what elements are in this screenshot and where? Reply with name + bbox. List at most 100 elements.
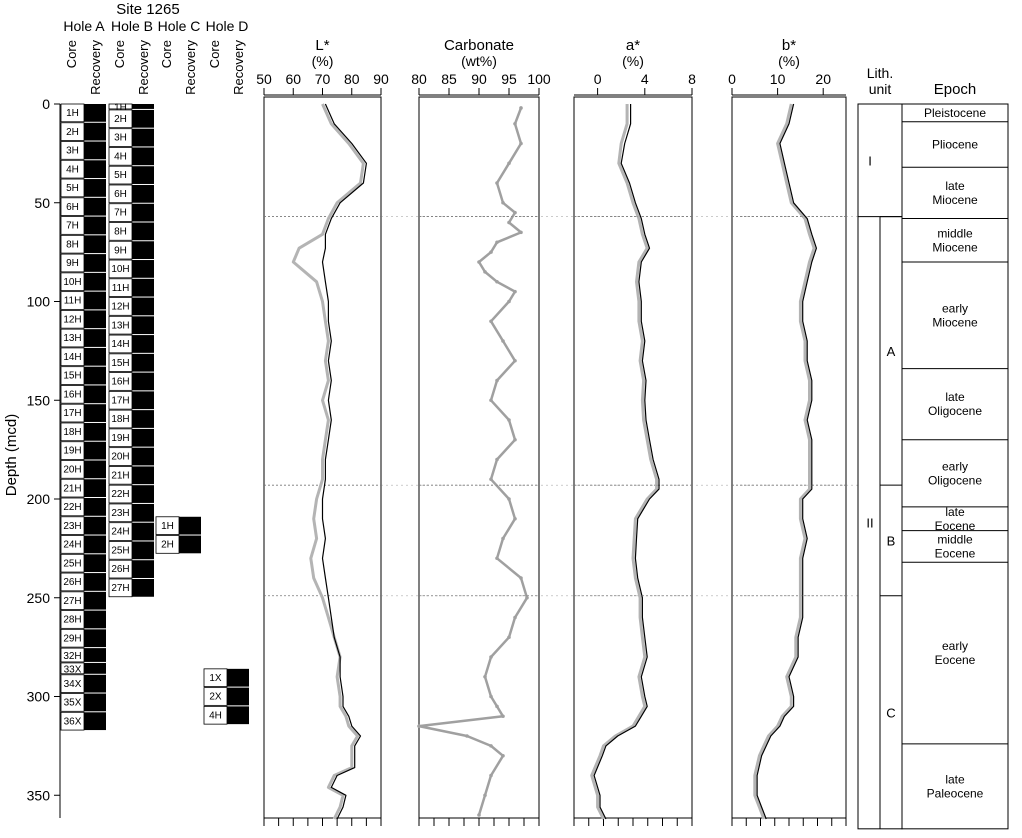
data-point (489, 655, 493, 659)
data-point (507, 497, 511, 501)
data-point (489, 477, 493, 482)
top-tick-label: 90 (373, 71, 389, 87)
recovery-bar (227, 687, 249, 706)
hole-name: Hole A (63, 18, 105, 34)
data-point (513, 615, 517, 620)
core-label: 7H (66, 221, 79, 232)
recovery-bar (84, 662, 106, 674)
data-point (513, 121, 517, 126)
top-tick-label: 20 (815, 71, 831, 87)
depth-tick-label: 250 (27, 590, 51, 606)
core-label: 8H (66, 239, 79, 250)
recovery-bar (84, 441, 106, 460)
top-tick-label: 100 (527, 71, 551, 87)
depth-tick-label: 150 (27, 392, 51, 408)
panel-unit: (%) (312, 53, 334, 69)
core-label: 21H (63, 483, 81, 494)
depth-tick-label: 350 (27, 787, 51, 803)
series-line (321, 103, 367, 820)
recovery-bar (132, 128, 154, 147)
data-point (507, 220, 511, 225)
epoch-label: late Oligocene (928, 390, 982, 418)
recovery-bar (84, 141, 106, 160)
depth-axis: 0 50 100 150 200 250 300 350 (27, 96, 61, 818)
recovery-bar (84, 347, 106, 366)
recovery-bar (132, 560, 154, 578)
panel-title: a* (626, 37, 640, 54)
recovery-bar (132, 410, 154, 428)
core-label: 1X (209, 673, 222, 684)
top-tick-label: 60 (285, 71, 301, 87)
recovery-bar (227, 668, 249, 687)
core-label: 33X (64, 664, 82, 675)
epoch-label: early Eocene (935, 639, 976, 667)
top-tick-label: 95 (501, 71, 517, 87)
core-label: 35X (64, 698, 82, 709)
recovery-bar (84, 291, 106, 310)
core-label: 22H (63, 502, 81, 513)
data-point (495, 704, 499, 709)
series-line (590, 104, 659, 820)
data-point (489, 398, 493, 403)
epoch-label: middle Miocene (932, 226, 978, 254)
core-label: 4H (66, 164, 79, 175)
recovery-bar (84, 235, 106, 254)
core-label: 10H (63, 277, 81, 288)
core-label: 10H (111, 264, 129, 275)
recovery-bar (84, 329, 106, 347)
site-title: Site 1265 (116, 1, 179, 18)
recovery-bar (84, 554, 106, 573)
recovery-bar (84, 712, 106, 731)
recovery-bar (84, 104, 106, 122)
core-label: 23H (111, 508, 129, 519)
recovery-bar (132, 104, 154, 109)
core-label: 25H (63, 558, 81, 569)
core-column-label: Core (112, 40, 127, 68)
recovery-bar (84, 310, 106, 329)
core-label: 26H (111, 564, 129, 575)
top-tick-label: 8 (688, 71, 696, 87)
recovery-bar (84, 254, 106, 272)
data-point (477, 260, 481, 264)
data-point (483, 674, 487, 679)
depth-tick-label: 0 (42, 96, 50, 112)
recovery-bar (132, 184, 154, 203)
core-label: 11H (112, 283, 130, 294)
panel-unit: (wt%) (461, 53, 497, 69)
data-point (501, 714, 505, 719)
panel: L*(%) 50 60 70 80 90 (256, 37, 389, 826)
core-column-label: Core (207, 40, 222, 68)
core-label: 15H (63, 371, 81, 382)
core-label: 7H (114, 208, 127, 219)
panel-unit: (%) (622, 53, 644, 69)
core-label: 19H (111, 433, 129, 444)
core-label: 14H (63, 352, 81, 363)
hole-name: Hole C (158, 18, 201, 34)
data-point (519, 230, 523, 235)
series-line (417, 107, 529, 816)
core-label: 1H (114, 102, 127, 113)
recovery-bar (132, 203, 154, 222)
data-point (495, 181, 499, 185)
panel-title: b* (782, 37, 796, 54)
core-label: 14H (111, 339, 129, 350)
panel-unit: (%) (778, 53, 800, 69)
panel-title: L* (315, 37, 329, 54)
core-label: 9H (66, 258, 79, 269)
core-label: 18H (63, 427, 81, 438)
core-label: 2H (114, 114, 127, 125)
data-point (417, 724, 421, 728)
recovery-bar (84, 591, 106, 610)
lith-header-line1: Lith. (867, 65, 893, 81)
data-point (513, 289, 517, 294)
recovery-bar (132, 391, 154, 410)
core-label: 6H (114, 189, 127, 200)
lith-unit-label: II (866, 516, 873, 531)
data-point (513, 516, 517, 521)
data-point (501, 200, 505, 205)
core-label: 26H (63, 577, 81, 588)
data-point (495, 556, 499, 561)
recovery-bar (227, 706, 249, 725)
